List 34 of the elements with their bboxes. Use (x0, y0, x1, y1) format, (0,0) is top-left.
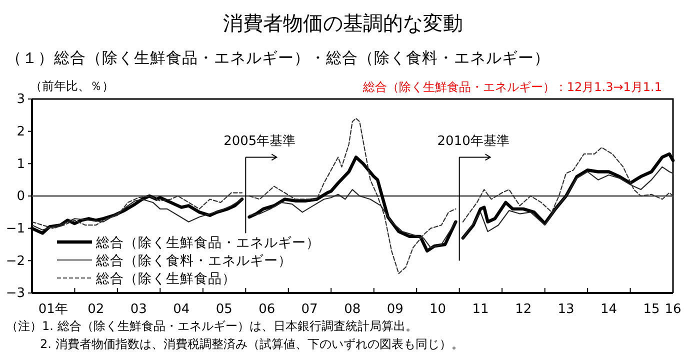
x-tick-label: 05 (216, 302, 232, 317)
x-tick-label: 13 (558, 302, 574, 317)
chart-title: 消費者物価の基調的な変動 (223, 11, 463, 35)
text: 2. 消費者物価指数は、消費税調整済み（試算値、下のいずれの図表も同じ）。 (40, 337, 464, 351)
legend-label: 総合（除く生鮮食品・エネルギー） (95, 235, 320, 251)
x-tick-label: 14 (600, 302, 618, 317)
x-tick-label: 07 (301, 302, 318, 317)
x-tick-label: 15 (643, 302, 660, 317)
x-tick-label: 01年 (38, 302, 68, 317)
y-tick-label: −3 (6, 286, 25, 302)
x-tick-label: 16 (664, 302, 682, 317)
x-tick-label: 10 (430, 302, 446, 317)
y-tick-label: 1 (16, 156, 25, 172)
x-tick-label: 08 (344, 302, 361, 317)
x-tick-label: 09 (386, 302, 404, 317)
legend-label: 総合（除く生鮮食品） (95, 271, 236, 287)
ref-line-label: 2005年基準 (224, 134, 296, 150)
ref-line-label: 2010年基準 (437, 134, 510, 150)
text: （注）1. 総合（除く生鮮食品・エネルギー）は、日本銀行調査統計局算出。 (6, 319, 418, 333)
x-tick-label: 03 (130, 302, 147, 317)
y-axis-title: （前年比、％） (30, 79, 114, 93)
y-tick-label: 3 (16, 92, 25, 108)
x-tick-label: 11 (472, 302, 489, 317)
x-tick-label: 12 (515, 302, 532, 317)
x-tick-label: 04 (173, 302, 190, 317)
x-tick-label: 02 (88, 302, 104, 317)
chart-subtitle: （１）総合（除く生鮮食品・エネルギー）・総合（除く食料・エネルギー） (6, 49, 550, 67)
text: 総合（除く生鮮食品・エネルギー）：12月1.3→1月1.1 (362, 80, 662, 94)
y-tick-label: −1 (6, 221, 25, 236)
y-tick-label: −2 (6, 254, 25, 269)
y-tick-label: 2 (16, 124, 25, 140)
legend-label: 総合（除く食料・エネルギー） (95, 253, 292, 269)
y-tick-label: 0 (16, 189, 25, 204)
x-tick-label: 06 (258, 302, 276, 317)
